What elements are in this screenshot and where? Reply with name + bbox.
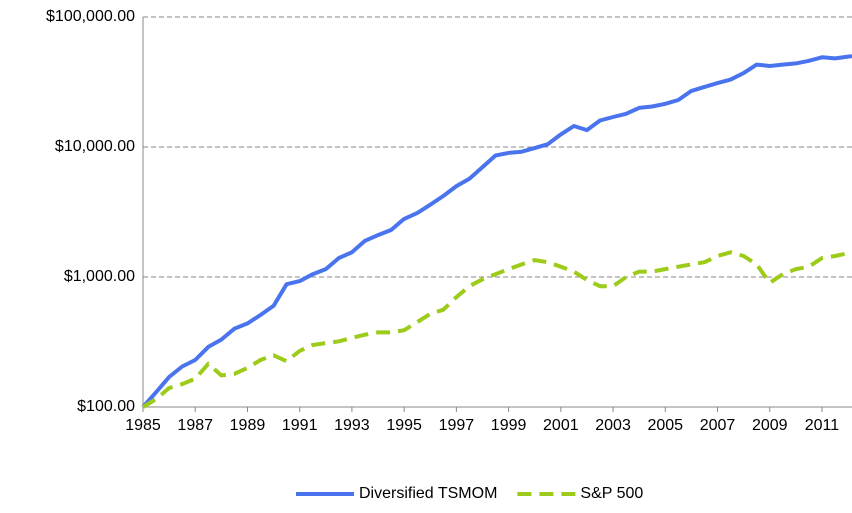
series-line [141,54,852,409]
x-tick-label: 2007 [700,417,736,434]
x-tick-label: 1993 [334,417,370,434]
legend-label: Diversified TSMOM [359,485,497,502]
x-tick-label: 2011 [805,417,840,434]
x-tick-label: 1995 [386,417,422,434]
y-tick-label: $1,000.00 [64,268,135,285]
x-tick-label: 1989 [230,417,266,434]
x-tick-label: 2001 [543,417,579,434]
x-tick-label: 1997 [439,417,475,434]
x-tick-label: 2005 [647,417,683,434]
x-tick-label: 1987 [177,417,213,434]
x-tick-label: 1985 [125,417,161,434]
y-tick-label: $10,000.00 [55,138,135,155]
x-tick-label: 1991 [282,417,318,434]
series-line [141,250,852,409]
x-tick-label: 2003 [595,417,631,434]
x-tick-label: 1999 [491,417,527,434]
x-tick-label: 2009 [752,417,788,434]
y-tick-label: $100.00 [77,398,135,415]
y-tick-label: $100,000.00 [46,8,135,25]
legend-label: S&P 500 [580,485,643,502]
